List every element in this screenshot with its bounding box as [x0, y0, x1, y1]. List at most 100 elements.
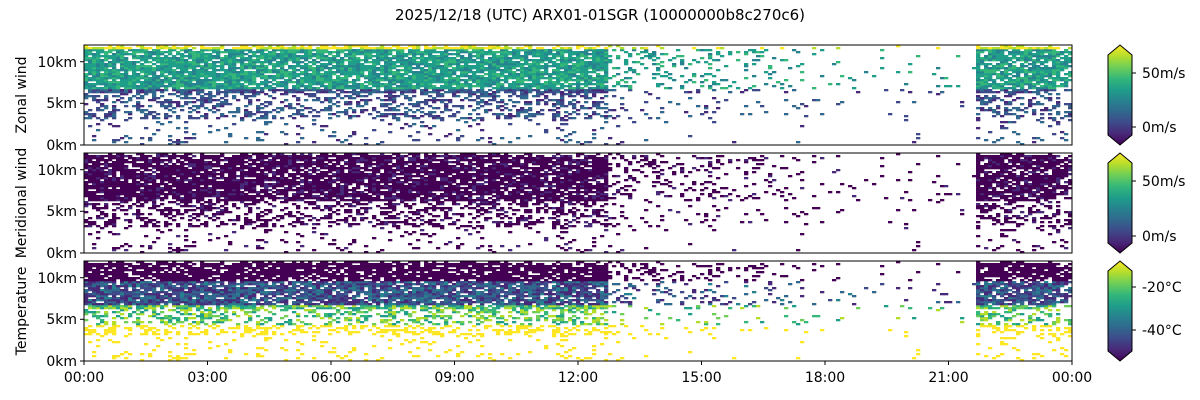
heatmap-cell	[580, 61, 585, 64]
heatmap-cell	[184, 71, 189, 74]
heatmap-cell	[984, 73, 989, 76]
heatmap-cell	[440, 119, 445, 122]
heatmap-cell	[304, 85, 309, 88]
heatmap-cell	[152, 53, 157, 56]
heatmap-cell	[296, 89, 301, 92]
heatmap-cell	[580, 87, 585, 90]
heatmap-cell	[116, 45, 121, 48]
heatmap-cell	[540, 51, 545, 54]
heatmap-cell	[1016, 141, 1021, 144]
heatmap-cell	[480, 119, 485, 122]
heatmap-cell	[568, 65, 573, 68]
heatmap-cell	[176, 59, 181, 62]
heatmap-cell	[140, 155, 145, 158]
heatmap-cell	[452, 91, 457, 94]
heatmap-cell	[468, 75, 473, 78]
heatmap-cell	[96, 217, 101, 220]
heatmap-cell	[172, 101, 177, 104]
heatmap-cell	[284, 55, 289, 58]
heatmap-cell	[116, 189, 121, 192]
heatmap-cell	[272, 83, 277, 86]
heatmap-cell	[400, 49, 405, 52]
heatmap-cell	[188, 67, 193, 70]
heatmap-cell	[400, 47, 405, 50]
heatmap-cell	[604, 61, 609, 64]
heatmap-cell	[324, 47, 329, 50]
heatmap-cell	[320, 91, 325, 94]
heatmap-cell	[356, 59, 361, 62]
heatmap-cell	[88, 157, 93, 160]
heatmap-cell	[440, 47, 445, 50]
heatmap-cell	[212, 65, 217, 68]
heatmap-cell	[132, 161, 137, 164]
heatmap-cell	[348, 95, 353, 98]
heatmap-cell	[128, 85, 133, 88]
heatmap-cell	[344, 139, 349, 142]
heatmap-cell	[456, 67, 461, 70]
heatmap-cell	[316, 75, 321, 78]
heatmap-cell	[512, 73, 517, 76]
heatmap-cell	[292, 71, 297, 74]
heatmap-cell	[548, 87, 553, 90]
heatmap-cell	[400, 61, 405, 64]
heatmap-cell	[500, 99, 505, 102]
heatmap-cell	[408, 71, 413, 74]
heatmap-cell	[852, 79, 857, 82]
heatmap-cell	[296, 141, 301, 144]
figure-title: 2025/12/18 (UTC) ARX01-01SGR (10000000b8…	[395, 6, 805, 24]
heatmap-cell	[112, 213, 117, 216]
heatmap-cell	[1056, 61, 1061, 64]
heatmap-cell	[328, 75, 333, 78]
heatmap-cell	[492, 87, 497, 90]
heatmap-cell	[204, 73, 209, 76]
heatmap-cell	[188, 97, 193, 100]
heatmap-cell	[424, 75, 429, 78]
heatmap-cell	[168, 165, 173, 168]
heatmap-cell	[352, 55, 357, 58]
heatmap-cell	[256, 139, 261, 142]
heatmap-cell	[104, 63, 109, 66]
heatmap-cell	[396, 95, 401, 98]
heatmap-cell	[916, 137, 921, 140]
heatmap-cell	[476, 123, 481, 126]
heatmap-cell	[260, 89, 265, 92]
heatmap-cell	[120, 47, 125, 50]
heatmap-cell	[160, 161, 165, 164]
heatmap-cell	[492, 99, 497, 102]
heatmap-cell	[356, 77, 361, 80]
heatmap-cell	[408, 75, 413, 78]
heatmap-cell	[192, 67, 197, 70]
heatmap-cell	[668, 101, 673, 104]
heatmap-cell	[128, 187, 133, 190]
heatmap-cell	[508, 91, 513, 94]
heatmap-cell	[224, 51, 229, 54]
heatmap-cell	[468, 77, 473, 80]
heatmap-cell	[128, 195, 133, 198]
heatmap-cell	[420, 67, 425, 70]
heatmap-cell	[1012, 67, 1017, 70]
heatmap-cell	[1064, 79, 1069, 82]
heatmap-cell	[308, 45, 313, 48]
heatmap-cell	[396, 45, 401, 48]
heatmap-cell	[408, 83, 413, 86]
heatmap-cell	[568, 59, 573, 62]
heatmap-cell	[156, 161, 161, 164]
heatmap-cell	[168, 223, 173, 226]
heatmap-cell	[176, 115, 181, 118]
heatmap-cell	[576, 101, 581, 104]
heatmap-cell	[280, 63, 285, 66]
heatmap-cell	[148, 113, 153, 116]
heatmap-cell	[1024, 91, 1029, 94]
heatmap-cell	[368, 87, 373, 90]
heatmap-cell	[364, 143, 369, 146]
heatmap-cell	[200, 55, 205, 58]
heatmap-cell	[508, 87, 513, 90]
heatmap-cell	[1000, 61, 1005, 64]
heatmap-cell	[540, 93, 545, 96]
heatmap-cell	[112, 57, 117, 60]
heatmap-cell	[268, 89, 273, 92]
heatmap-cell	[216, 83, 221, 86]
heatmap-cell	[108, 165, 113, 168]
heatmap-cell	[92, 181, 97, 184]
heatmap-cell	[464, 121, 469, 124]
